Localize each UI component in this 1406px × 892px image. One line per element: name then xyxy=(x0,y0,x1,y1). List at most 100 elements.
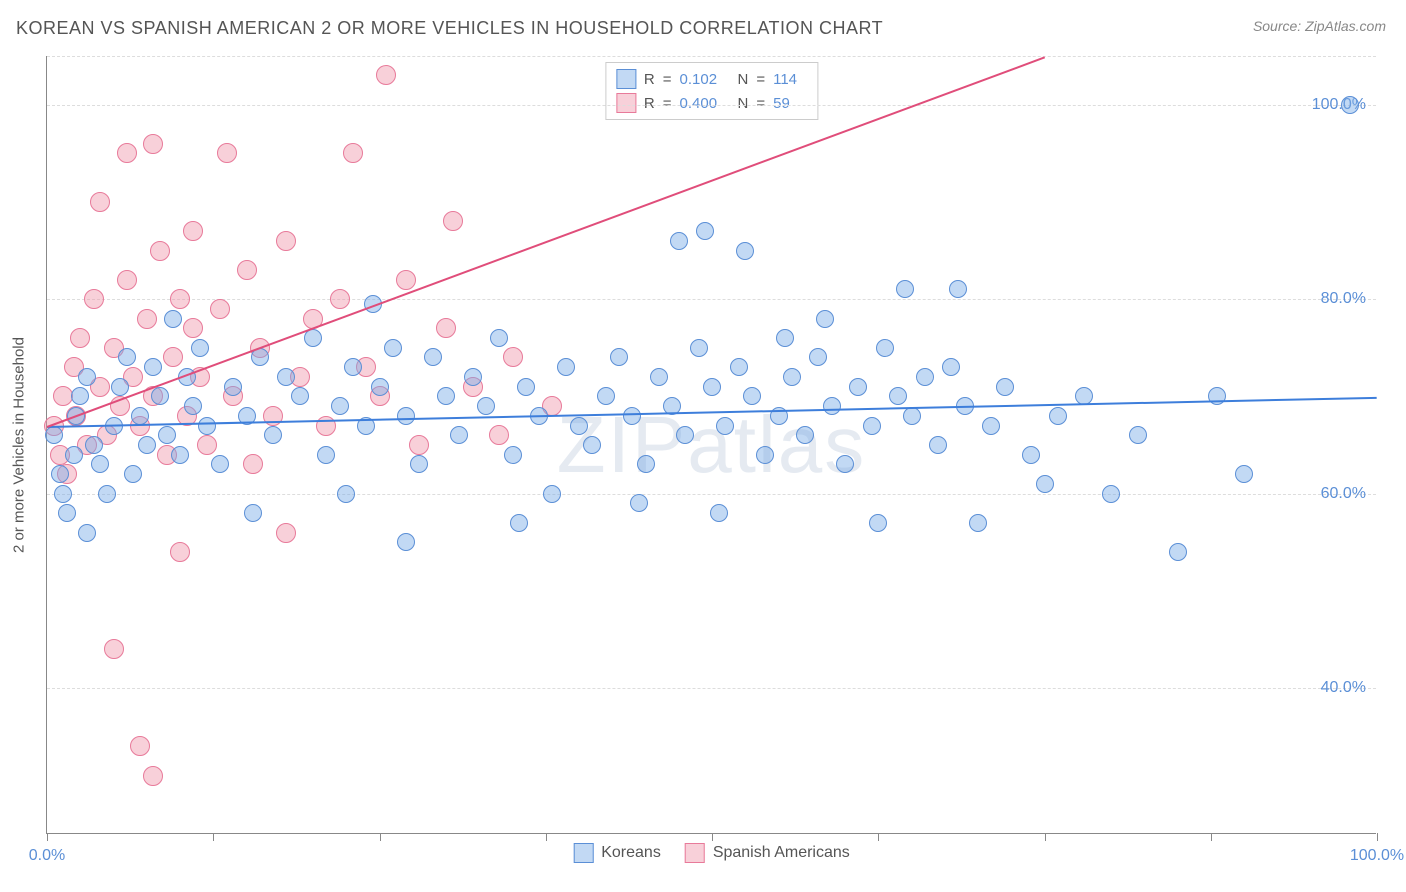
scatter-point-spanish xyxy=(276,231,296,251)
scatter-point-korean xyxy=(623,407,641,425)
legend-eq: = xyxy=(756,95,765,112)
scatter-point-korean xyxy=(71,387,89,405)
scatter-point-spanish xyxy=(489,425,509,445)
scatter-point-spanish xyxy=(170,289,190,309)
grid-line xyxy=(47,299,1376,300)
scatter-point-korean xyxy=(969,514,987,532)
legend-label-korean: Koreans xyxy=(601,844,661,862)
scatter-point-spanish xyxy=(436,318,456,338)
legend-r-korean: 0.102 xyxy=(680,71,730,88)
scatter-point-korean xyxy=(54,485,72,503)
legend-swatch-korean xyxy=(573,843,593,863)
scatter-point-korean xyxy=(710,504,728,522)
scatter-point-spanish xyxy=(217,143,237,163)
scatter-point-korean xyxy=(424,348,442,366)
scatter-point-korean xyxy=(716,417,734,435)
scatter-point-korean xyxy=(1169,543,1187,561)
scatter-point-korean xyxy=(942,358,960,376)
legend-n-spanish: 59 xyxy=(773,95,807,112)
scatter-point-spanish xyxy=(143,134,163,154)
x-tick-mark xyxy=(1377,833,1378,841)
x-tick-mark xyxy=(546,833,547,841)
scatter-point-spanish xyxy=(150,241,170,261)
x-tick-mark xyxy=(380,833,381,841)
legend-swatch-korean xyxy=(616,69,636,89)
x-tick-mark xyxy=(1045,833,1046,841)
scatter-point-spanish xyxy=(70,328,90,348)
y-tick-label: 40.0% xyxy=(1321,679,1366,697)
scatter-point-korean xyxy=(823,397,841,415)
scatter-point-korean xyxy=(171,446,189,464)
scatter-point-spanish xyxy=(330,289,350,309)
scatter-point-korean xyxy=(730,358,748,376)
scatter-point-korean xyxy=(317,446,335,464)
scatter-point-korean xyxy=(736,242,754,260)
scatter-point-korean xyxy=(610,348,628,366)
x-tick-mark xyxy=(47,833,48,841)
scatter-point-korean xyxy=(51,465,69,483)
legend-r-label: R xyxy=(644,71,655,88)
scatter-point-spanish xyxy=(197,435,217,455)
scatter-point-korean xyxy=(78,368,96,386)
scatter-point-korean xyxy=(776,329,794,347)
scatter-point-korean xyxy=(118,348,136,366)
grid-line xyxy=(47,494,1376,495)
scatter-point-korean xyxy=(756,446,774,464)
scatter-point-korean xyxy=(98,485,116,503)
scatter-point-korean xyxy=(916,368,934,386)
scatter-point-spanish xyxy=(117,270,137,290)
scatter-point-korean xyxy=(670,232,688,250)
scatter-point-spanish xyxy=(137,309,157,329)
grid-line xyxy=(47,56,1376,57)
scatter-point-korean xyxy=(676,426,694,444)
scatter-point-spanish xyxy=(183,221,203,241)
scatter-point-korean xyxy=(164,310,182,328)
scatter-point-spanish xyxy=(443,211,463,231)
scatter-point-korean xyxy=(85,436,103,454)
scatter-point-korean xyxy=(158,426,176,444)
scatter-point-korean xyxy=(836,455,854,473)
scatter-point-korean xyxy=(211,455,229,473)
scatter-point-korean xyxy=(138,436,156,454)
scatter-point-korean xyxy=(151,387,169,405)
scatter-point-korean xyxy=(783,368,801,386)
chart-title: KOREAN VS SPANISH AMERICAN 2 OR MORE VEH… xyxy=(16,18,883,39)
scatter-point-spanish xyxy=(130,736,150,756)
scatter-point-korean xyxy=(337,485,355,503)
scatter-point-korean xyxy=(1022,446,1040,464)
x-tick-mark xyxy=(213,833,214,841)
scatter-point-korean xyxy=(464,368,482,386)
scatter-point-korean xyxy=(809,348,827,366)
legend-eq: = xyxy=(663,95,672,112)
legend-r-label: R xyxy=(644,95,655,112)
scatter-point-korean xyxy=(703,378,721,396)
scatter-point-korean xyxy=(184,397,202,415)
scatter-point-korean xyxy=(131,407,149,425)
scatter-point-korean xyxy=(410,455,428,473)
legend-r-spanish: 0.400 xyxy=(680,95,730,112)
scatter-point-korean xyxy=(690,339,708,357)
scatter-point-spanish xyxy=(53,386,73,406)
legend-n-label: N xyxy=(738,95,749,112)
scatter-point-korean xyxy=(371,378,389,396)
legend-eq: = xyxy=(663,71,672,88)
scatter-point-spanish xyxy=(316,416,336,436)
scatter-point-korean xyxy=(291,387,309,405)
scatter-point-korean xyxy=(244,504,262,522)
legend-row-korean: R = 0.102 N = 114 xyxy=(616,67,807,91)
scatter-point-korean xyxy=(863,417,881,435)
scatter-point-korean xyxy=(996,378,1014,396)
scatter-point-korean xyxy=(111,378,129,396)
scatter-point-spanish xyxy=(90,192,110,212)
scatter-point-korean xyxy=(91,455,109,473)
y-tick-label: 60.0% xyxy=(1321,485,1366,503)
scatter-point-korean xyxy=(570,417,588,435)
scatter-point-korean xyxy=(384,339,402,357)
scatter-point-korean xyxy=(124,465,142,483)
scatter-point-korean xyxy=(816,310,834,328)
legend-swatch-spanish xyxy=(685,843,705,863)
scatter-point-korean xyxy=(903,407,921,425)
x-tick-label: 0.0% xyxy=(29,847,65,865)
scatter-point-korean xyxy=(796,426,814,444)
scatter-point-korean xyxy=(264,426,282,444)
